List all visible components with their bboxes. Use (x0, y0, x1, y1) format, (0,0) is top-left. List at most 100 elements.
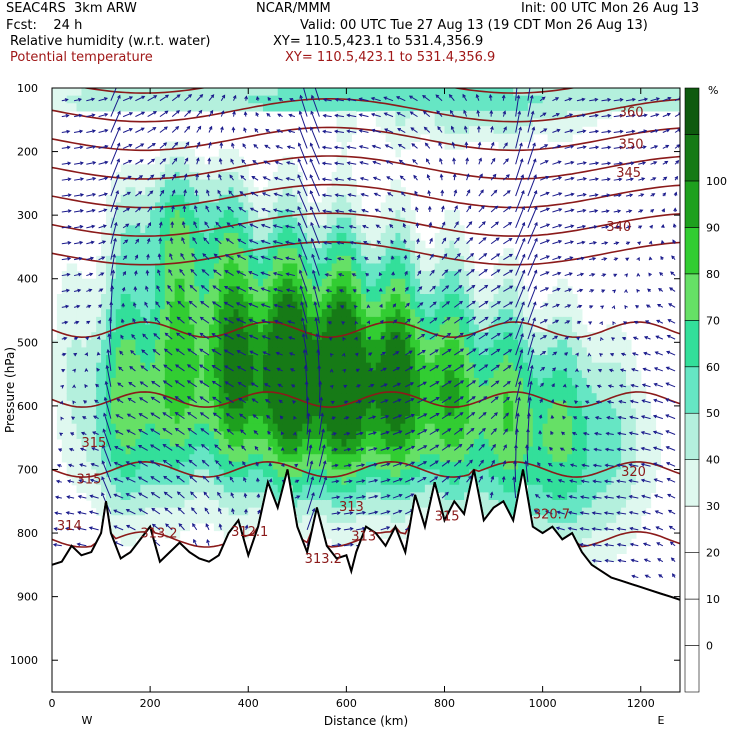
rh-cell (115, 324, 122, 333)
rh-cell (86, 484, 92, 493)
rh-cell (385, 232, 392, 242)
rh-cell (312, 347, 318, 356)
rh-cell (110, 461, 117, 471)
rh-cell (572, 393, 578, 402)
rh-cell (356, 469, 362, 478)
rh-cell (424, 393, 431, 402)
rh-cell (336, 339, 343, 349)
rh-cell (61, 332, 68, 341)
rh-cell (292, 377, 298, 387)
rh-cell (56, 370, 63, 379)
rh-cell (390, 210, 397, 219)
rh-cell (243, 438, 249, 448)
rh-cell (581, 377, 588, 387)
rh-cell (287, 355, 294, 364)
rh-cell (336, 477, 343, 486)
rh-cell (169, 286, 176, 295)
rh-cell (179, 377, 186, 387)
rh-cell (454, 393, 460, 402)
rh-cell (390, 103, 397, 112)
rh-cell (110, 393, 117, 402)
rh-cell (331, 416, 338, 425)
rh-cell (189, 438, 195, 448)
rh-cell (199, 438, 205, 448)
rh-cell (76, 393, 83, 402)
rh-cell (199, 446, 205, 455)
rh-cell (532, 110, 539, 120)
rh-cell (336, 164, 343, 173)
rh-cell (429, 95, 436, 104)
rh-cell (498, 454, 504, 463)
rh-cell (331, 95, 338, 104)
rh-cell (56, 355, 63, 364)
rh-cell (503, 293, 509, 303)
rh-cell (326, 446, 333, 455)
rh-cell (351, 446, 357, 455)
rh-cell (434, 339, 441, 349)
rh-cell (125, 309, 132, 318)
rh-cell (542, 454, 549, 463)
rh-cell (302, 286, 308, 295)
rh-cell (262, 194, 269, 204)
rh-cell (130, 400, 137, 410)
rh-cell (248, 416, 254, 425)
rh-cell (370, 286, 377, 295)
rh-cell (503, 110, 509, 120)
rh-cell (351, 316, 357, 326)
rh-cell (572, 492, 578, 501)
rh-cell (96, 355, 102, 364)
rh-cell (169, 477, 176, 486)
rh-cell (395, 263, 401, 272)
rh-cell (243, 332, 249, 341)
rh-cell (184, 332, 190, 341)
rh-cell (576, 324, 583, 333)
rh-cell (542, 416, 549, 425)
rh-cell (503, 484, 509, 493)
rh-cell (478, 278, 485, 287)
rh-cell (184, 377, 190, 387)
rh-cell (537, 400, 544, 410)
rh-cell (297, 393, 303, 402)
rh-cell (346, 202, 352, 211)
rh-cell (488, 499, 495, 509)
rh-cell (532, 118, 539, 127)
rh-cell (341, 377, 347, 387)
rh-cell (576, 408, 583, 417)
rh-cell (346, 362, 352, 371)
rh-cell (164, 141, 171, 150)
rh-cell (233, 263, 240, 272)
rh-cell (71, 370, 78, 379)
rh-cell (513, 316, 519, 326)
rh-cell (527, 423, 534, 432)
rh-cell (513, 355, 519, 364)
rh-cell (164, 149, 171, 158)
rh-cell (140, 370, 146, 379)
rh-cell (159, 179, 166, 188)
rh-cell (125, 385, 132, 394)
rh-cell (155, 156, 161, 165)
rh-cell (562, 522, 568, 532)
rh-cell (454, 400, 460, 410)
rh-cell (135, 202, 141, 211)
rh-cell (351, 309, 357, 318)
rh-cell (204, 408, 210, 417)
rh-cell (405, 110, 411, 120)
rh-cell (204, 484, 210, 493)
rh-cell (140, 400, 146, 410)
rh-cell (262, 271, 269, 280)
rh-cell (86, 370, 92, 379)
rh-cell (390, 438, 397, 448)
rh-cell (473, 339, 480, 349)
rh-cell (96, 408, 102, 417)
rh-cell (52, 393, 58, 402)
rh-cell (395, 393, 401, 402)
rh-cell (459, 88, 465, 97)
rh-cell (312, 492, 318, 501)
rh-cell (331, 271, 338, 280)
rh-cell (366, 324, 372, 333)
rh-cell (449, 248, 455, 257)
rh-cell (145, 286, 151, 295)
rh-cell (267, 286, 274, 295)
rh-cell (336, 133, 343, 143)
rh-cell (194, 309, 200, 318)
